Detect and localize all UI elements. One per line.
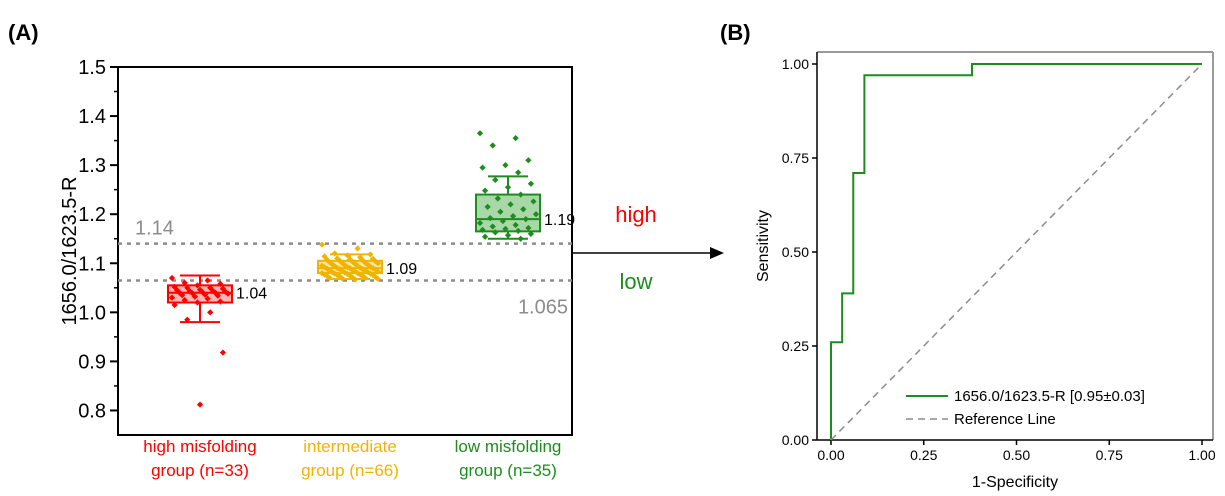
data-point — [362, 274, 369, 282]
y-tick-label-a: 1.1 — [78, 253, 106, 275]
data-point — [354, 245, 361, 252]
category-label-line2: group (n=66) — [301, 461, 399, 480]
y-tick-label-a: 1.2 — [78, 204, 106, 226]
class-label-low: low — [619, 269, 652, 294]
panel-label-b: (B) — [720, 20, 751, 45]
data-point — [504, 232, 512, 239]
x-tick-label-b: 1.00 — [1188, 447, 1215, 463]
data-point — [476, 130, 484, 137]
data-point — [494, 195, 501, 202]
data-point — [492, 176, 499, 183]
data-point — [527, 180, 535, 187]
x-tick-label-b: 0.75 — [1096, 447, 1123, 463]
y-tick-label-a: 0.8 — [78, 400, 106, 422]
y-axis-title-a: 1656.0/1623.5-R — [59, 176, 81, 325]
y-tick-label-a: 1.5 — [78, 57, 106, 79]
legend-label-reference: Reference Line — [954, 411, 1056, 428]
y-tick-label-b: 0.75 — [782, 150, 809, 166]
y-tick-label-a: 1.4 — [78, 106, 106, 128]
data-point — [219, 349, 227, 356]
median-label: 1.19 — [544, 212, 575, 229]
data-point — [374, 260, 382, 267]
x-tick-label-b: 0.50 — [1003, 447, 1030, 463]
threshold-label-upper: 1.14 — [135, 218, 174, 240]
panel-a: (A) 0.8 0.9 1.0 1.1 1.2 1.3 1.4 1.5 1656.0/1623.5… — [8, 20, 657, 480]
panel-label-a: (A) — [8, 20, 39, 45]
y-tick-label-b: 0.50 — [782, 244, 809, 260]
data-point — [497, 208, 504, 215]
data-point — [504, 184, 512, 191]
y-tick-label-a: 0.9 — [78, 351, 106, 373]
data-point — [517, 235, 524, 242]
data-point — [481, 187, 489, 194]
category-label-line2: group (n=33) — [151, 461, 249, 480]
data-point — [181, 279, 188, 287]
class-label-high: high — [615, 202, 657, 227]
data-point — [502, 162, 509, 169]
data-point — [525, 157, 532, 164]
data-point — [489, 142, 496, 149]
data-point — [326, 274, 333, 282]
legend-label-roc: 1656.0/1623.5-R [0.95±0.03] — [954, 388, 1145, 405]
threshold-label-lower: 1.065 — [518, 296, 568, 318]
data-point — [351, 276, 359, 283]
category-label-line1: low misfolding — [455, 437, 562, 456]
y-tick-label-b: 0.25 — [782, 338, 809, 354]
data-point — [207, 309, 214, 316]
data-point — [204, 277, 211, 284]
data-point — [509, 213, 517, 220]
category-label-line1: high misfolding — [143, 437, 256, 456]
category-label-line2: group (n=35) — [459, 461, 557, 480]
data-point — [318, 241, 326, 248]
box-group: 1.09 intermediate group (n=66) — [301, 241, 417, 480]
data-point — [374, 275, 382, 283]
data-point — [481, 233, 489, 240]
x-tick-label-b: 0.25 — [910, 447, 937, 463]
data-point — [179, 292, 186, 299]
data-point — [515, 169, 522, 176]
data-point — [479, 164, 486, 171]
category-label-line1: intermediate — [303, 437, 397, 456]
data-point — [512, 135, 519, 142]
data-point — [181, 296, 188, 304]
median-label: 1.04 — [236, 286, 267, 303]
y-tick-label-a: 1.3 — [78, 155, 106, 177]
data-point — [196, 401, 204, 408]
arrow-head — [710, 247, 724, 259]
plot-frame-a — [117, 66, 573, 436]
data-point — [374, 268, 382, 275]
reference-line — [830, 63, 1203, 441]
y-tick-label-b: 0.00 — [782, 432, 809, 448]
panel-b: (B) 0.00 0.25 0.50 0.75 1.00 0.00 0.25 0.50 0.75 1… — [720, 20, 1216, 491]
y-axis-title-b: Sensitivity — [755, 210, 772, 282]
box — [475, 193, 541, 233]
data-point — [339, 275, 346, 282]
data-point — [507, 201, 514, 208]
y-tick-label-a: 1.0 — [78, 302, 106, 324]
median-label: 1.09 — [386, 261, 417, 278]
y-tick-label-b: 1.00 — [782, 56, 809, 72]
x-tick-label-b: 0.00 — [817, 447, 844, 463]
data-point — [331, 250, 338, 257]
arrow-a-to-b — [572, 247, 724, 259]
x-axis-title-b: 1-Specificity — [972, 474, 1058, 491]
box-group: 1.04 high misfolding group (n=33) — [143, 274, 267, 480]
roc-curve — [830, 63, 1202, 440]
